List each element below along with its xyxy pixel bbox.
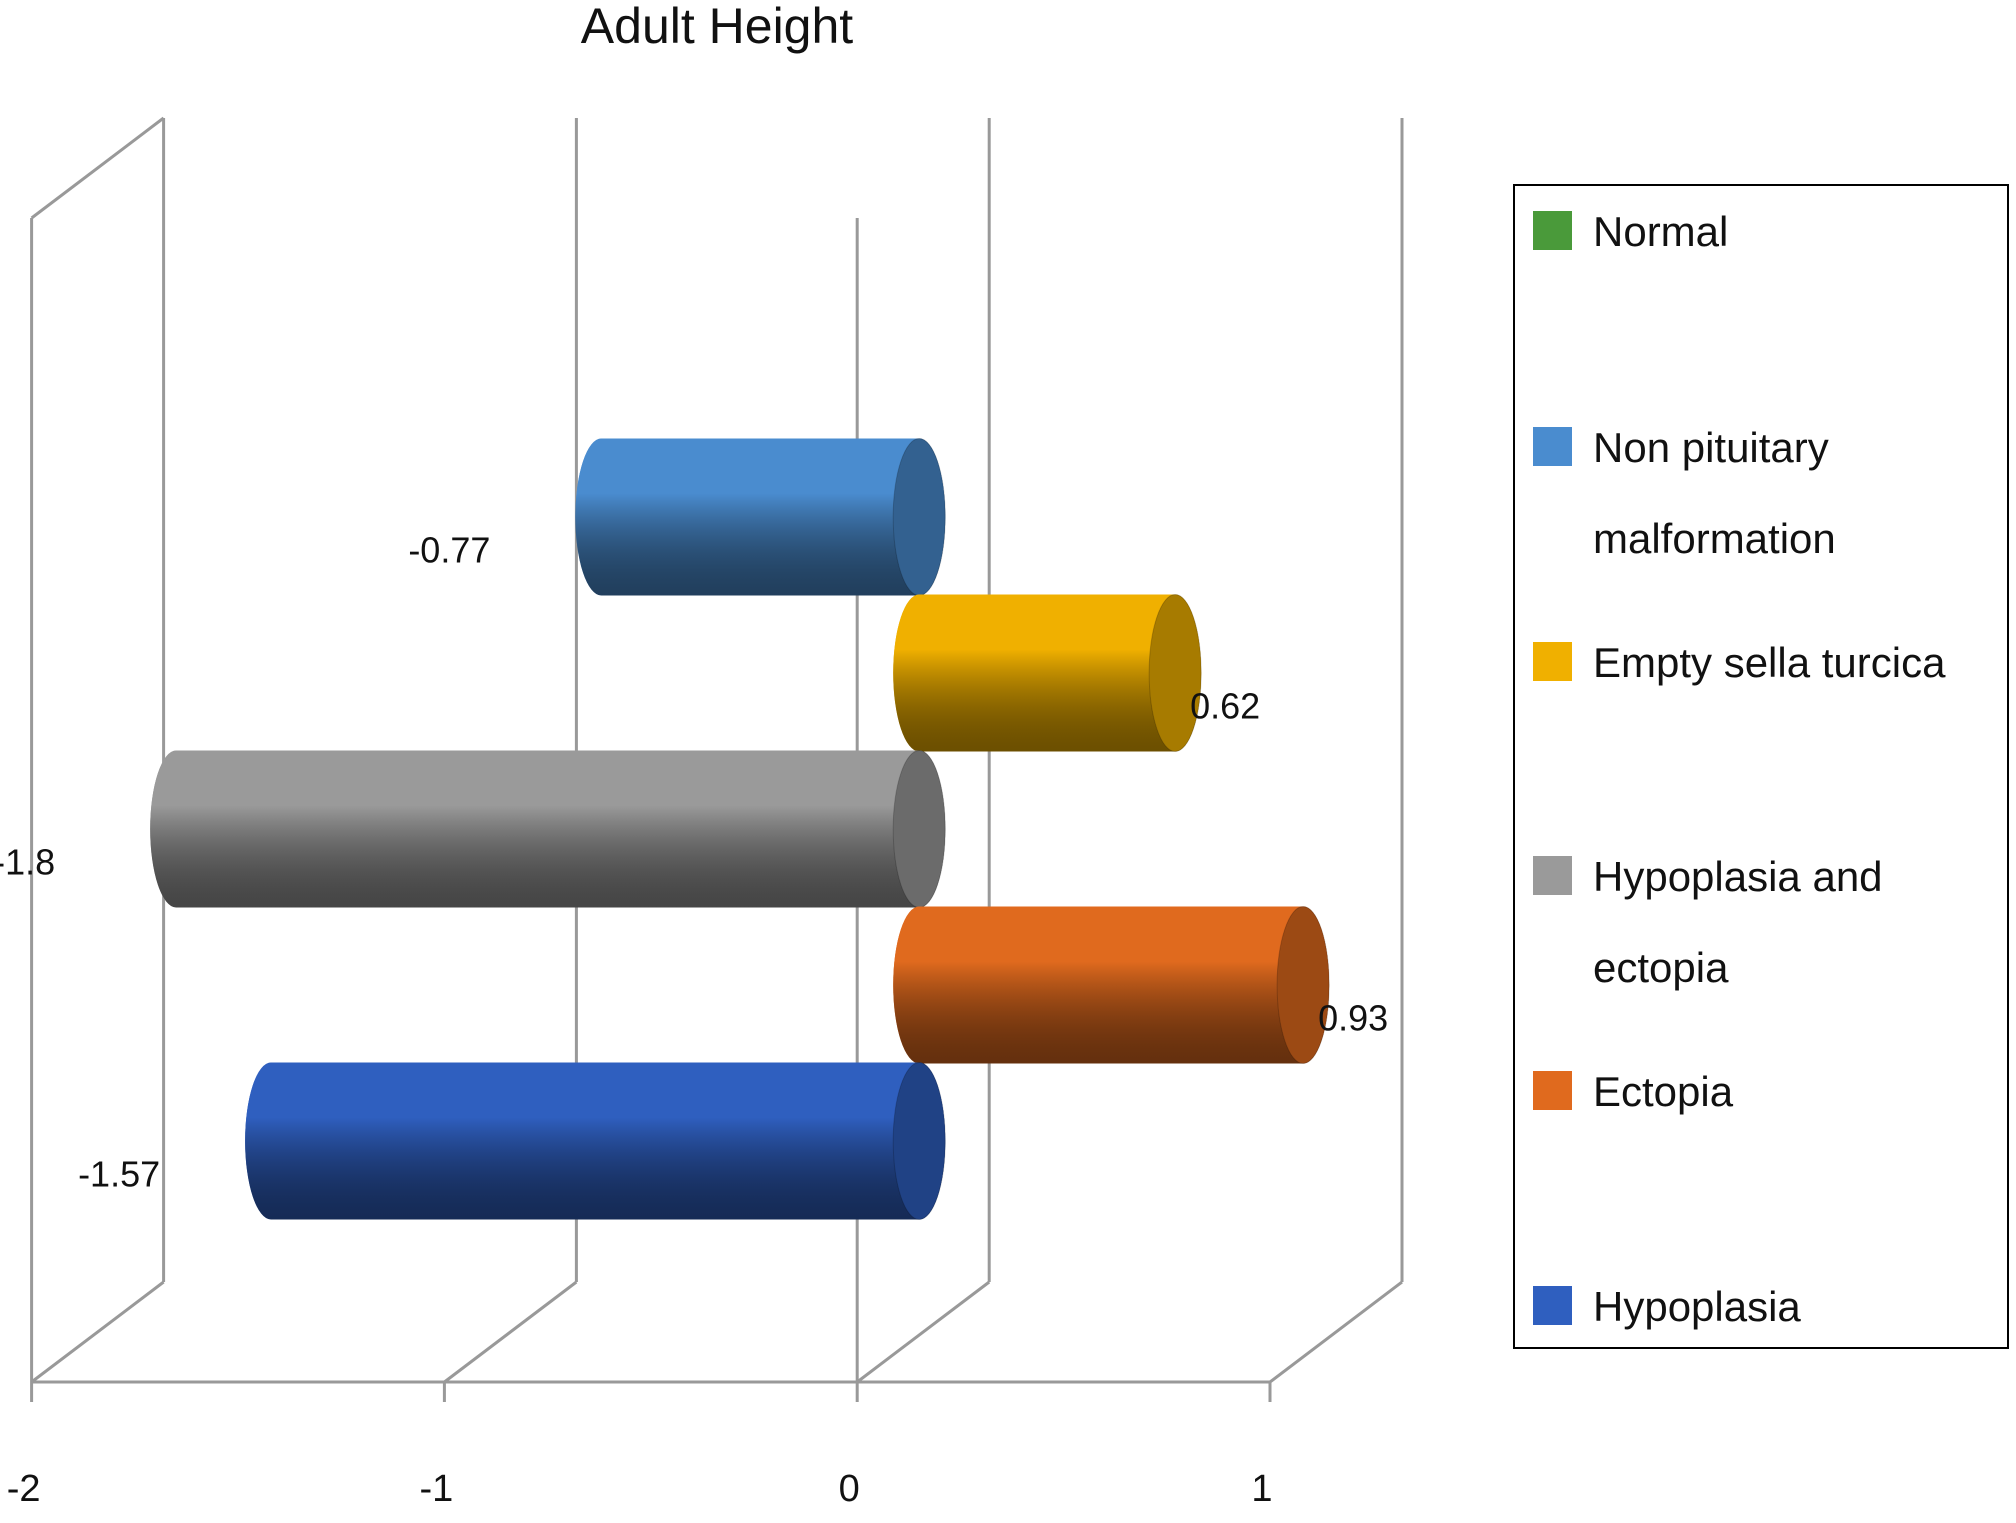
legend-label: Empty sella turcica bbox=[1593, 639, 1946, 686]
legend-swatch bbox=[1533, 1071, 1572, 1110]
x-tick-label: -2 bbox=[7, 1468, 41, 1510]
bar-cap bbox=[892, 1062, 946, 1220]
data-label: -1.8 bbox=[0, 842, 55, 883]
data-label: 0.93 bbox=[1318, 998, 1388, 1039]
legend-label: Non pituitary malformation bbox=[1593, 424, 1836, 562]
bar-cap-shade bbox=[893, 750, 946, 908]
legend-swatch bbox=[1533, 211, 1572, 250]
grid-line bbox=[443, 1280, 578, 1384]
x-tick-label: 1 bbox=[1251, 1468, 1272, 1510]
x-tick-label: -1 bbox=[420, 1468, 454, 1510]
x-tick-label: 0 bbox=[839, 1468, 860, 1510]
legend-swatch bbox=[1533, 427, 1572, 466]
grid-line bbox=[856, 1280, 991, 1384]
legend-swatch bbox=[1533, 642, 1572, 681]
bar-cap bbox=[1276, 906, 1330, 1064]
legend-label: Hypoplasia and ectopia bbox=[1593, 853, 1883, 991]
legend-label: Hypoplasia bbox=[1593, 1283, 1801, 1330]
bar-shade bbox=[245, 1062, 946, 1220]
bar-cap-shade bbox=[893, 1062, 946, 1220]
data-label: -0.77 bbox=[408, 530, 490, 571]
bar-cap bbox=[1148, 594, 1202, 752]
bar-shade bbox=[893, 906, 1330, 1064]
grid-line bbox=[1269, 1280, 1403, 1384]
grid-line bbox=[30, 1280, 165, 1384]
legend-label: Normal bbox=[1593, 208, 1729, 255]
chart-title: Adult Height bbox=[581, 0, 853, 54]
bar-shade bbox=[893, 594, 1202, 752]
bar-shade bbox=[150, 750, 946, 908]
data-label: 0.62 bbox=[1190, 686, 1260, 727]
bar-cap-shade bbox=[1149, 594, 1202, 752]
legend-swatch bbox=[1533, 1286, 1572, 1325]
bar-cap-shade bbox=[1277, 906, 1330, 1064]
wall-edge bbox=[30, 116, 165, 220]
bar-cap-shade bbox=[893, 438, 946, 596]
legend-label: Ectopia bbox=[1593, 1068, 1734, 1115]
data-label: -1.57 bbox=[78, 1154, 160, 1195]
bar-shade bbox=[575, 438, 946, 596]
legend: Normal Non pituitary malformation Empty se… bbox=[1513, 184, 2009, 1349]
legend-swatch bbox=[1533, 856, 1572, 895]
